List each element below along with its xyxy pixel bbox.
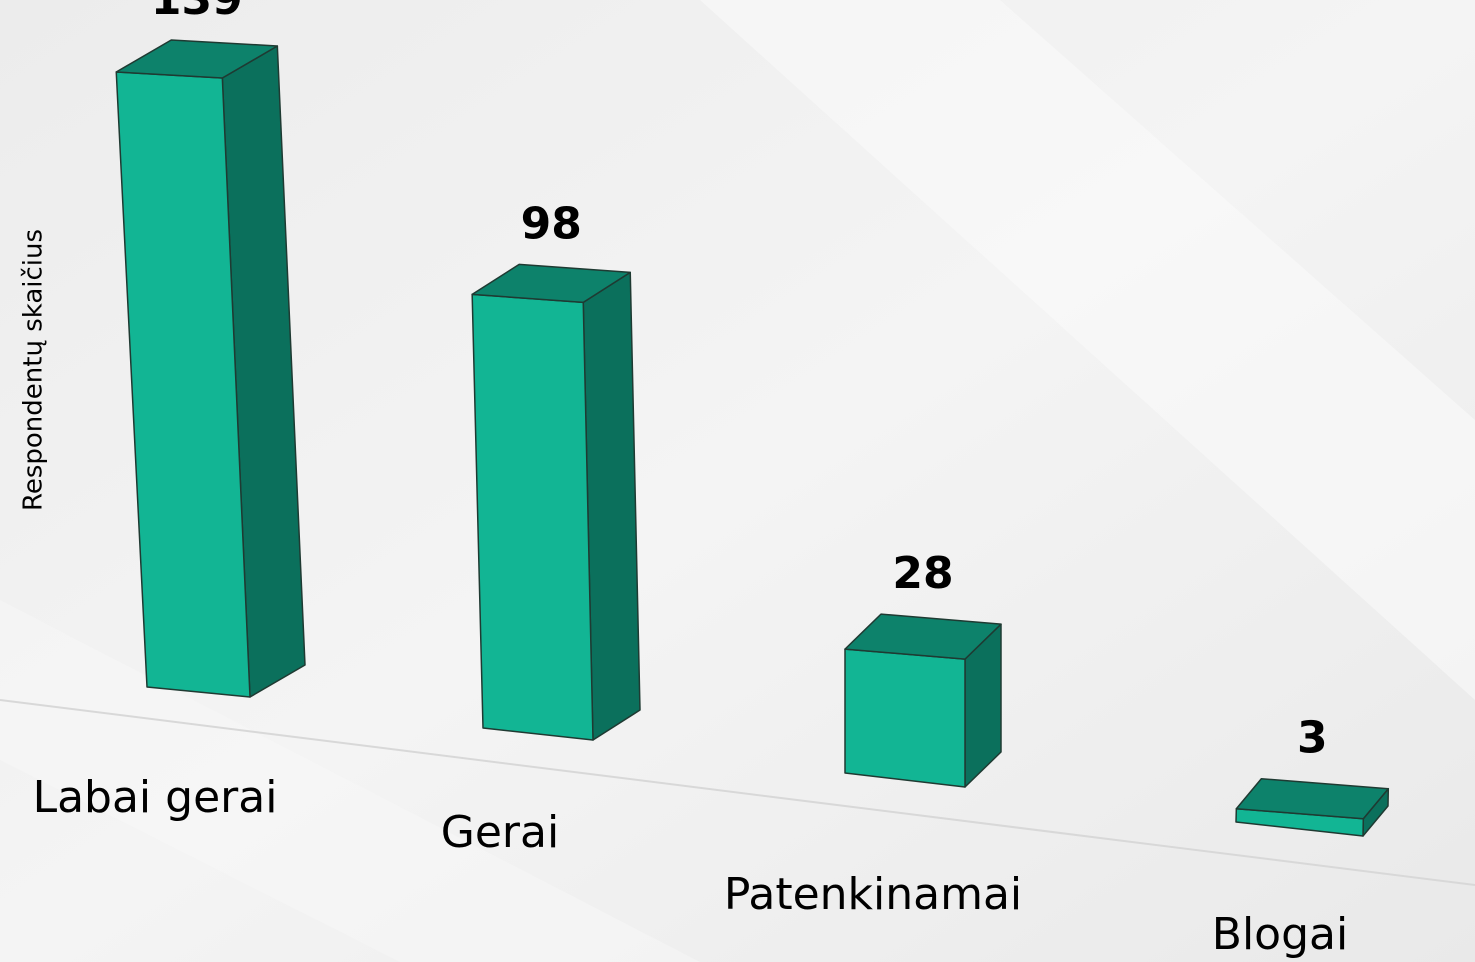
bar-front xyxy=(844,648,966,788)
x-tick-label: Patenkinamai xyxy=(724,869,1022,920)
bar-top xyxy=(1235,777,1390,820)
bar-top xyxy=(471,263,631,304)
y-axis-label: Respondentų skaičius xyxy=(19,229,49,511)
value-label: 28 xyxy=(892,548,953,599)
bar-top xyxy=(844,613,1002,660)
x-tick-label: Gerai xyxy=(441,807,559,858)
x-tick-label: Blogai xyxy=(1212,909,1348,960)
background-streak xyxy=(0,600,700,962)
value-label: 3 xyxy=(1297,713,1328,764)
value-label: 98 xyxy=(521,198,582,249)
value-label: 139 xyxy=(151,0,243,25)
floor-line xyxy=(0,699,1475,886)
background-streak xyxy=(700,0,1475,700)
bar-front xyxy=(471,293,594,741)
bar-top xyxy=(115,39,279,79)
x-tick-label: Labai gerai xyxy=(33,772,278,823)
